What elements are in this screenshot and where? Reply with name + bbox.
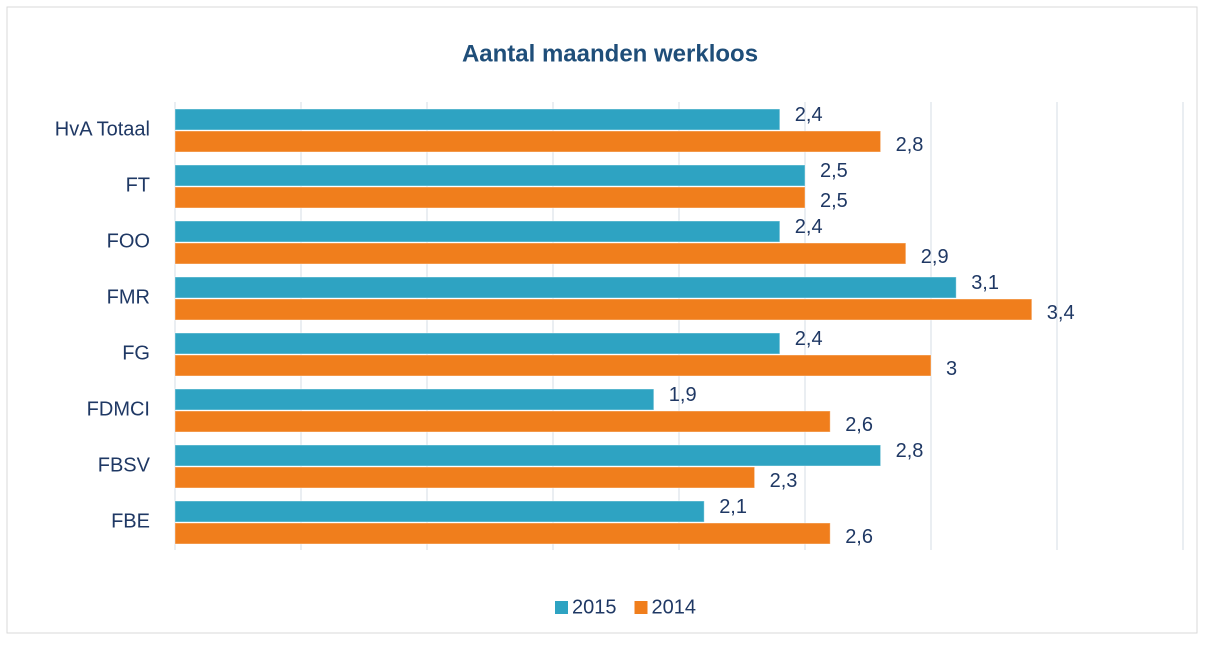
data-label: 2,6 [845,414,873,436]
data-label: 3,1 [971,272,999,294]
bar [174,332,781,355]
bar [174,410,831,433]
data-label: 2,9 [921,246,949,268]
bar [174,388,655,411]
y-tick-label: FMR [107,286,150,308]
y-tick-label: FBE [111,510,150,532]
bar [174,130,882,153]
data-label: 2,8 [896,134,924,156]
y-tick-label: FBSV [98,454,151,476]
bar [174,164,806,187]
bar [174,444,882,467]
bar [174,186,806,209]
data-label: 2,6 [845,526,873,548]
bar [174,108,781,131]
bar [174,276,957,299]
y-tick-label: HvA Totaal [55,118,150,140]
y-tick-label: FG [122,342,150,364]
legend-label: 2014 [652,596,697,618]
bar [174,298,1033,321]
bar [174,466,756,489]
chart-title: Aantal maanden werkloos [462,40,758,67]
data-label: 2,4 [795,104,823,126]
data-label: 2,5 [820,160,848,182]
data-label: 3,4 [1047,302,1075,324]
y-tick-label: FDMCI [87,398,150,420]
bar [174,242,907,265]
data-label: 2,4 [795,216,823,238]
bar [174,522,831,545]
legend-swatch [555,601,568,614]
data-label: 2,1 [719,496,747,518]
data-label: 2,4 [795,328,823,350]
y-tick-label: FT [126,174,150,196]
bar [174,220,781,243]
data-label: 2,8 [896,440,924,462]
data-label: 1,9 [669,384,697,406]
legend-label: 2015 [572,596,617,618]
legend-swatch [634,601,648,614]
data-label: 3 [946,358,957,380]
bar [174,500,705,523]
data-label: 2,5 [820,190,848,212]
y-tick-label: FOO [107,230,150,252]
bar [174,354,932,377]
data-label: 2,3 [770,470,798,492]
